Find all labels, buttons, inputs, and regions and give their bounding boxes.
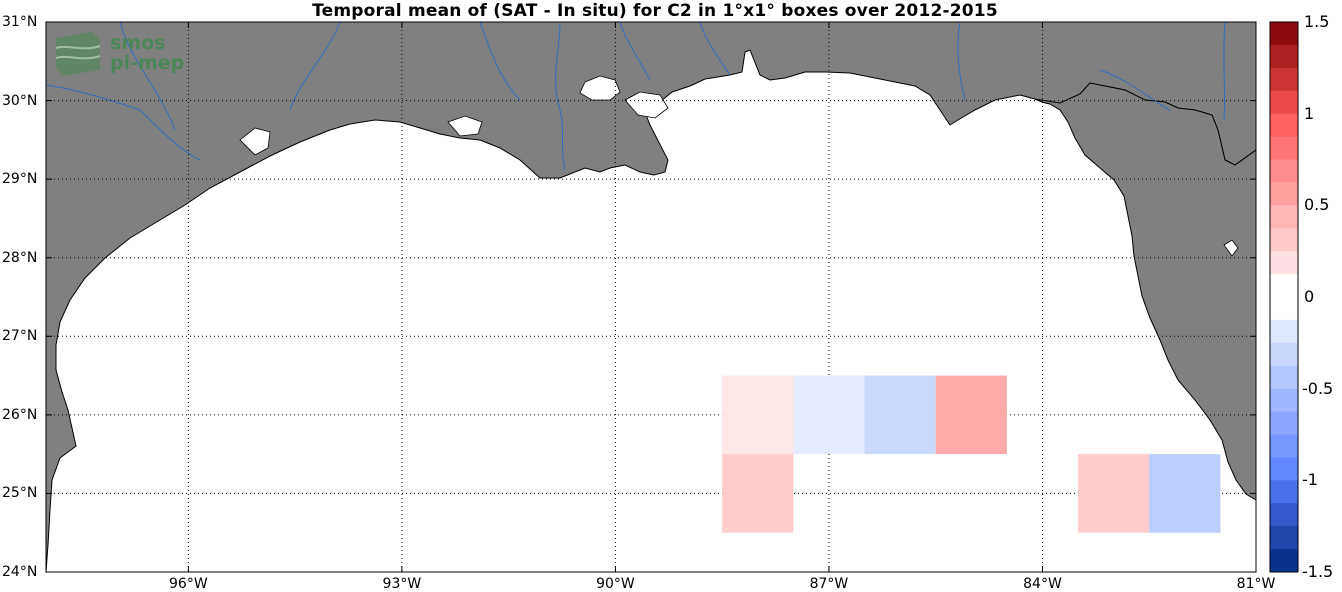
gridlines (46, 22, 1256, 572)
colorbar-swatch (1270, 228, 1298, 252)
colorbar-swatch (1270, 297, 1298, 321)
colorbar-swatch (1270, 480, 1298, 504)
colorbar-swatch (1270, 159, 1298, 183)
lat-label: 31°N (2, 14, 38, 30)
bay-barataria (624, 91, 669, 119)
data-cell (1149, 454, 1221, 533)
data-cell (722, 375, 794, 455)
colorbar-label: 1 (1304, 103, 1315, 123)
colorbar-swatch (1270, 434, 1298, 458)
data-cell (793, 375, 865, 455)
lon-label: 90°W (596, 576, 635, 592)
lon-label: 87°W (809, 576, 849, 592)
colorbar-label: -0.5 (1302, 378, 1334, 398)
colorbar-swatch (1270, 136, 1298, 160)
lat-label: 30°N (2, 92, 38, 109)
lat-label: 29°N (2, 171, 38, 188)
smos-pimep-logo: smos pi-mep (52, 30, 192, 80)
lake-okeechobee (1223, 239, 1239, 257)
lat-label: 27°N (2, 328, 38, 345)
lon-label: 81°W (1236, 576, 1276, 592)
colorbar-swatch (1270, 457, 1298, 481)
data-cell (722, 454, 794, 533)
colorbar-swatch (1270, 365, 1298, 390)
colorbar-swatch (1270, 411, 1298, 435)
axis-ticks (46, 21, 1257, 573)
data-cell (1078, 454, 1150, 533)
colorbar (1269, 21, 1299, 573)
logo-icon (55, 32, 101, 76)
colorbar-swatch (1270, 342, 1298, 367)
colorbar-swatch (1270, 67, 1298, 92)
colorbar-swatch (1270, 319, 1298, 344)
colorbar-swatch (1270, 113, 1298, 138)
bay-texas (239, 127, 271, 156)
lat-label: 26°N (2, 406, 38, 423)
data-cell (864, 375, 936, 455)
colorbar-label: -1.5 (1302, 562, 1334, 581)
data-cells (722, 375, 1221, 533)
colorbar-label: 0 (1304, 287, 1315, 306)
plot-frame (45, 21, 1257, 573)
colorbar-swatch (1270, 274, 1298, 298)
colorbar-label: 0.5 (1304, 195, 1330, 215)
lon-label: 84°W (1023, 576, 1062, 592)
lon-label: 96°W (169, 576, 208, 592)
colorbar-swatch (1270, 44, 1298, 69)
colorbar-label: 1.5 (1304, 12, 1330, 31)
bay-vermilion (447, 115, 483, 137)
lake-pontchartrain (579, 75, 621, 101)
colorbar-swatch (1270, 526, 1298, 550)
logo-text-pimep: pi-mep (110, 52, 185, 74)
land-florida (1034, 22, 1257, 501)
rivers (45, 21, 1226, 171)
colorbar-frame (1269, 21, 1299, 573)
colorbar-swatch (1270, 90, 1298, 115)
data-cell (935, 375, 1007, 455)
colorbar-swatch (1270, 182, 1298, 206)
colorbar-swatch (1270, 22, 1298, 46)
colorbar-swatch (1270, 503, 1298, 527)
colorbar-swatch (1270, 251, 1298, 275)
lat-label: 25°N (2, 485, 38, 502)
map-title: Temporal mean of (SAT - In situ) for C2 … (312, 1, 998, 21)
lat-label: 24°N (2, 564, 38, 580)
colorbar-swatch (1270, 205, 1298, 229)
lon-label: 93°W (382, 576, 422, 592)
colorbar-swatch (1270, 549, 1298, 573)
colorbar-label: -1 (1302, 470, 1318, 490)
lat-label: 28°N (2, 249, 38, 266)
logo-text-smos: smos (110, 32, 166, 54)
colorbar-swatch (1270, 388, 1298, 413)
